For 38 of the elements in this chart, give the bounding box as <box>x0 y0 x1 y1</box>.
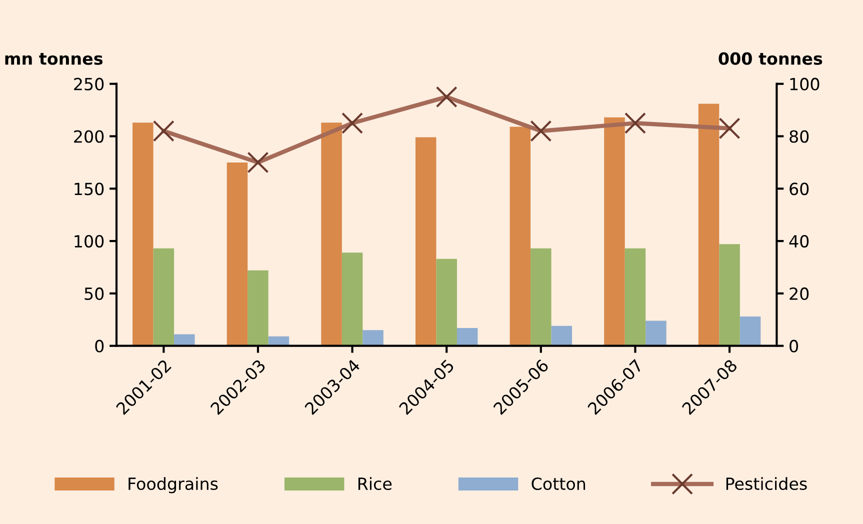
bar <box>415 137 436 346</box>
bar <box>604 117 625 346</box>
bar <box>321 122 342 346</box>
bar <box>132 122 154 346</box>
y-tick-label: 150 <box>74 182 104 196</box>
bar <box>226 162 248 346</box>
y-tick-label: 250 <box>74 78 104 90</box>
bar <box>551 326 572 346</box>
legend-label: Cotton <box>532 477 586 490</box>
legend-label: Pesticides <box>726 477 807 490</box>
bar <box>248 270 268 346</box>
legend-label: Rice <box>358 477 392 490</box>
y-axis-title: mn tonnes <box>5 52 103 65</box>
y-tick-label: 50 <box>84 287 104 300</box>
y2-tick-label: 0 <box>790 340 798 352</box>
y2-tick-label: 40 <box>789 235 809 248</box>
bar <box>624 248 646 346</box>
y2-axis-title: 000 tonnes <box>718 52 822 65</box>
bar <box>740 316 761 346</box>
y2-tick-label: 80 <box>790 130 809 143</box>
bar <box>646 320 666 346</box>
legend-label: Foodgrains <box>128 477 218 494</box>
y-tick-label: 200 <box>74 130 104 143</box>
y2-tick-label: 100 <box>790 78 820 90</box>
y2-tick-label: 60 <box>790 182 809 196</box>
bar <box>456 328 478 346</box>
y-tick-label: 0 <box>95 340 104 352</box>
bar <box>530 248 552 346</box>
bar <box>510 126 531 346</box>
bar <box>719 244 740 346</box>
bar <box>362 330 384 346</box>
bar <box>342 252 363 346</box>
bar <box>436 258 457 346</box>
y-tick-label: 100 <box>74 235 104 248</box>
bar <box>698 104 720 346</box>
y2-tick-label: 20 <box>790 287 809 300</box>
bar <box>174 334 195 346</box>
bar <box>153 248 174 346</box>
